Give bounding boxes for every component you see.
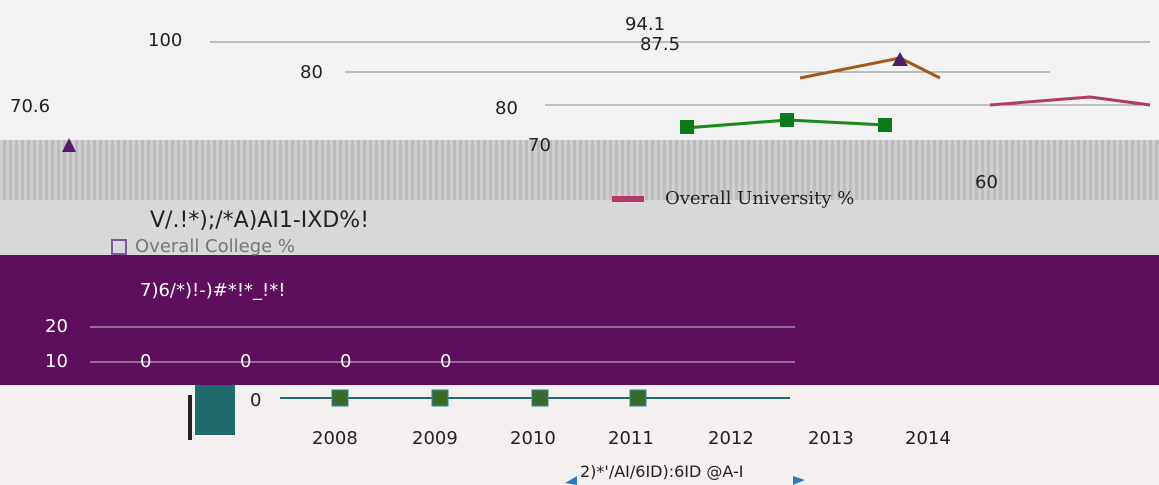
top-panel — [0, 0, 1159, 140]
x-tick-label: 2012 — [708, 428, 754, 449]
marker — [331, 389, 349, 407]
y-label: 60 — [975, 172, 998, 193]
marker — [780, 113, 794, 127]
value-label: 70.6 — [10, 96, 51, 117]
line-series — [989, 95, 1151, 107]
point-label: 0 — [440, 351, 452, 372]
legend-swatch — [111, 239, 127, 255]
y-label: 80 — [495, 98, 518, 119]
teal-block — [195, 385, 235, 435]
x-tick-label: 2014 — [905, 428, 951, 449]
garbled-subtitle: 7)6/*)!-)#*!*_!*! — [140, 280, 286, 301]
y-tick-label: 10 — [45, 351, 68, 372]
marker — [629, 389, 647, 407]
marker — [892, 52, 908, 66]
y-label: 70 — [528, 135, 551, 156]
garbled-title: V/.!*);/*A)AI1-IXD%! — [150, 208, 370, 233]
point-label: 0 — [140, 351, 152, 372]
legend-item: Overall University % — [665, 188, 855, 209]
marker — [431, 389, 449, 407]
x-tick-label: 2011 — [608, 428, 654, 449]
value-label: 87.5 — [640, 34, 681, 55]
x-tick-label: 2013 — [808, 428, 854, 449]
garbled-caption: 2)*'/AI/6ID):6ID @A-I — [580, 462, 744, 481]
point-label: 0 — [240, 351, 252, 372]
x-tick-label: 2010 — [510, 428, 556, 449]
scroll-right[interactable] — [793, 476, 805, 485]
marker — [680, 120, 694, 134]
x-tick-label: 2008 — [312, 428, 358, 449]
legend-item: Overall College % — [135, 236, 296, 257]
noise-band — [0, 140, 1159, 200]
scroll-left[interactable] — [565, 476, 577, 485]
y-label: 100 — [148, 30, 183, 51]
purple-band — [0, 255, 1159, 385]
y-tick-label: 20 — [45, 316, 68, 337]
bottom-panel — [0, 385, 1159, 485]
legend-band — [0, 200, 1159, 255]
marker — [531, 389, 549, 407]
line-series — [799, 56, 941, 80]
marker — [878, 118, 892, 132]
marker — [62, 138, 76, 152]
value-label: 94.1 — [625, 14, 666, 35]
point-label: 0 — [340, 351, 352, 372]
legend-swatch — [612, 196, 644, 202]
y-tick-label: 0 — [250, 390, 262, 411]
y-label: 80 — [300, 62, 323, 83]
x-tick-label: 2009 — [412, 428, 458, 449]
